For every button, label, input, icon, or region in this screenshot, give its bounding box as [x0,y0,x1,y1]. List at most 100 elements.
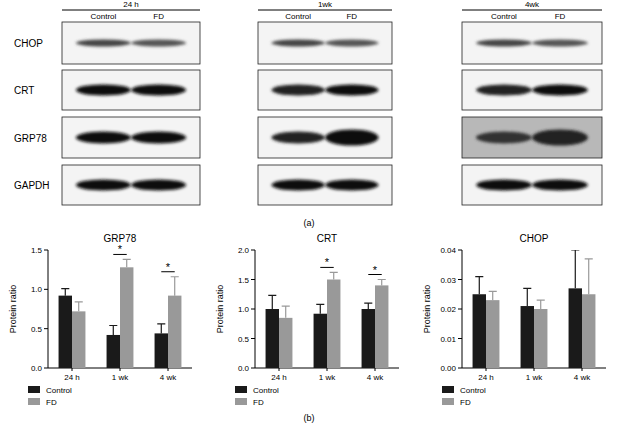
bar [473,294,486,368]
x-tick [168,368,169,371]
blot-frame [462,165,602,205]
x-tick [486,368,487,371]
bar [534,309,547,368]
blot-frame [62,117,200,158]
blot-frame [258,70,392,110]
y-tick-label: 0.02 [440,305,456,314]
legend-swatch [442,398,454,405]
group-label: 1wk [318,0,333,9]
error-bar [475,277,483,295]
legend-swatch [28,398,40,405]
bar [266,309,279,368]
blot-band [532,180,588,191]
blot-band [76,85,131,96]
bar-chart: CRTProtein ratio0.00.51.01.52.024 h1 wk4… [215,233,399,407]
chart-title: CHOP [520,233,549,244]
lane-label: Control [91,12,117,21]
protein-label: CRT [14,85,34,96]
error-bar [268,295,276,309]
legend-label: FD [46,398,57,407]
bar [375,285,388,368]
chart-title: GRP78 [104,233,137,244]
blot-panel: CHOPCRTGRP78GAPDH24 hControlFD1wkControl… [14,0,602,228]
y-tick [458,368,462,369]
blot-frame [258,165,392,205]
error-bar [123,259,131,267]
bar [120,267,133,368]
blot-frame [462,70,602,110]
y-label: Protein ratio [8,285,18,334]
error-bar [330,272,338,279]
bar [279,318,292,368]
blot-band [325,130,379,146]
x-tick-label: 1 wk [526,373,543,382]
marks [59,259,182,368]
x-tick [582,368,583,371]
bar [521,306,534,368]
error-bar [489,291,497,300]
blot-frame [462,117,602,158]
blot-frame [258,22,392,64]
lane-label: Control [285,12,311,21]
y-tick-label: 1.5 [31,246,43,255]
protein-label: GAPDH [14,180,50,191]
blot-band [532,40,588,47]
blot-band [476,180,532,191]
blot-band [325,40,379,47]
bar [362,309,375,368]
significance-star: * [373,264,378,276]
marks [266,272,389,368]
y-tick-label: 1.0 [31,285,43,294]
legend-swatch [235,386,247,393]
y-tick [44,328,48,329]
y-tick-label: 0.0 [238,364,250,373]
y-label: Protein ratio [215,285,225,334]
blot-band [532,85,588,96]
legend-label: FD [460,398,471,407]
y-tick [458,279,462,280]
x-tick [327,368,328,371]
y-tick-label: 0.0 [31,364,43,373]
figure: CHOPCRTGRP78GAPDH24 hControlFD1wkControl… [0,0,618,426]
bar [168,296,181,368]
x-tick-label: 24 h [271,373,287,382]
y-tick-label: 1.0 [238,305,250,314]
blot-band [325,85,379,96]
bar [107,335,120,368]
protein-label: CHOP [14,38,43,49]
lane-label: Control [491,12,517,21]
blot-band [476,40,532,47]
group-rule [62,10,200,11]
y-tick-label: 0.01 [440,335,456,344]
legend-label: Control [460,386,486,395]
error-bar [537,300,545,309]
x-tick [72,368,73,371]
y-tick [458,338,462,339]
error-bar [378,280,386,286]
group-label: 4wk [525,0,540,9]
y-tick-label: 0.03 [440,276,456,285]
blot-band [532,130,588,146]
x-tick-label: 4 wk [574,373,591,382]
group-label: 24 h [123,0,139,9]
blot-band [476,85,532,96]
blot-band [325,180,379,191]
bar-chart: GRP78Protein ratio0.00.51.01.524 h1 wk4 … [8,233,192,407]
legend: ControlFD [235,386,279,407]
blot-band [271,132,325,144]
group-rule [462,10,602,11]
y-tick [251,309,255,310]
error-bar [61,289,69,296]
bar [582,294,595,368]
error-bar [585,259,593,294]
significance-star: * [118,243,123,255]
x-tick [375,368,376,371]
y-tick-label: 0.04 [440,246,456,255]
bar [327,280,340,369]
x-tick [279,368,280,371]
blot-band [271,40,325,47]
blot-band [76,180,131,191]
bar [314,314,327,368]
error-bar [364,303,372,309]
error-bar [316,304,324,313]
